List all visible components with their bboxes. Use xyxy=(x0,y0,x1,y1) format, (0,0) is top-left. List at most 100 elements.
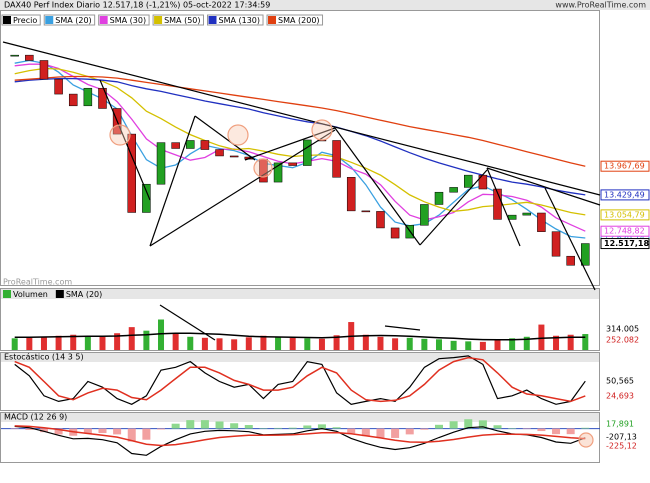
candle xyxy=(171,142,180,149)
trendline xyxy=(2,41,601,196)
last-value-label: 314.005 xyxy=(606,325,639,334)
last-value-box xyxy=(600,160,650,172)
histogram-bar xyxy=(10,428,19,430)
histogram-bar xyxy=(186,420,195,429)
histogram-bar xyxy=(215,421,224,429)
last-value-label: 13.429,49 xyxy=(604,190,645,199)
histogram-bar xyxy=(581,427,590,429)
legend-swatch xyxy=(55,290,64,298)
candle xyxy=(229,155,239,158)
volume-bar xyxy=(172,333,179,350)
volume-bar xyxy=(40,336,47,350)
last-value-label: 24,693 xyxy=(606,391,634,400)
histogram-bar xyxy=(113,428,122,435)
histogram-bar xyxy=(25,428,34,430)
trendline xyxy=(244,127,336,161)
last-value-box xyxy=(600,225,650,237)
volume-bar xyxy=(216,338,223,350)
last-value-box xyxy=(600,209,650,221)
volume-bar xyxy=(333,335,340,350)
candle xyxy=(551,231,561,257)
histogram-bar xyxy=(98,428,107,434)
histogram-bar xyxy=(288,427,297,429)
volume-bar xyxy=(406,337,413,350)
histogram-bar xyxy=(39,428,48,433)
trendline xyxy=(99,79,151,201)
volume-bar xyxy=(523,336,530,350)
volume-bar xyxy=(84,336,91,350)
last-value-label: 12.620,74 xyxy=(604,234,645,243)
trendline xyxy=(149,115,196,247)
legend-box xyxy=(43,14,96,26)
legend-swatch xyxy=(99,16,108,24)
trendline xyxy=(419,169,488,246)
histogram-bar xyxy=(449,421,458,429)
series-line xyxy=(14,75,586,167)
histogram-bar xyxy=(522,428,531,430)
trendline xyxy=(544,187,596,291)
last-value-label: 17,891 xyxy=(606,420,634,429)
candle xyxy=(273,162,283,183)
marks xyxy=(10,54,590,456)
histogram-bar xyxy=(391,428,400,438)
volume-bar xyxy=(582,334,589,350)
histogram-bar xyxy=(376,428,385,438)
trendline xyxy=(334,127,421,246)
histogram-bar xyxy=(171,423,180,429)
histogram-bar xyxy=(274,427,283,429)
last-value-label: 50,565 xyxy=(606,377,634,386)
legend-label: SMA (130) xyxy=(219,16,261,25)
histogram-bar xyxy=(54,428,63,435)
histogram-bar xyxy=(537,428,546,432)
trendline xyxy=(486,167,521,247)
histogram-bar xyxy=(83,428,92,434)
trendline xyxy=(384,325,421,331)
candle xyxy=(493,188,502,220)
histogram-bar xyxy=(434,424,443,429)
trendline xyxy=(159,304,216,341)
candle xyxy=(420,204,429,226)
stoch-frame xyxy=(0,352,600,411)
volume-bar xyxy=(465,341,472,350)
histogram-bar xyxy=(420,428,429,430)
volume-bar xyxy=(55,335,62,350)
candle xyxy=(127,133,136,213)
highlight-circle xyxy=(109,124,131,146)
candle xyxy=(303,139,312,166)
last-value-label: 13.967,69 xyxy=(604,162,645,171)
candle xyxy=(522,212,532,216)
volume-bar xyxy=(11,338,18,350)
candle xyxy=(507,214,517,220)
histogram-bar xyxy=(508,428,517,429)
candle xyxy=(98,87,107,109)
volume-bar xyxy=(362,334,369,350)
volume-bar xyxy=(114,333,121,350)
legend-box xyxy=(207,14,264,26)
volume-bar xyxy=(538,324,545,350)
series-line xyxy=(14,67,586,216)
volume-bar xyxy=(158,319,165,350)
last-value-label: 12.748,82 xyxy=(604,227,645,236)
legend-label: SMA (30) xyxy=(110,16,146,25)
volume-bar xyxy=(231,339,238,350)
candle xyxy=(566,255,575,266)
histogram-bar xyxy=(317,424,326,429)
histogram-bar xyxy=(200,420,209,429)
volume-frame xyxy=(0,288,600,351)
volume-bar xyxy=(318,338,325,350)
legend-label: SMA (50) xyxy=(164,16,200,25)
candle xyxy=(83,87,93,107)
candle xyxy=(332,140,341,178)
histogram-bar xyxy=(478,420,487,429)
candle xyxy=(10,54,19,57)
legend-label: SMA (20) xyxy=(66,290,102,299)
volume-bar xyxy=(435,339,442,350)
volume-bar xyxy=(304,338,311,350)
legend-box xyxy=(98,14,150,26)
histogram-bar xyxy=(405,428,414,435)
candle xyxy=(449,187,458,193)
candle xyxy=(186,140,195,149)
histogram-bar xyxy=(493,425,502,429)
legend-box xyxy=(266,14,324,26)
candle xyxy=(68,93,78,107)
